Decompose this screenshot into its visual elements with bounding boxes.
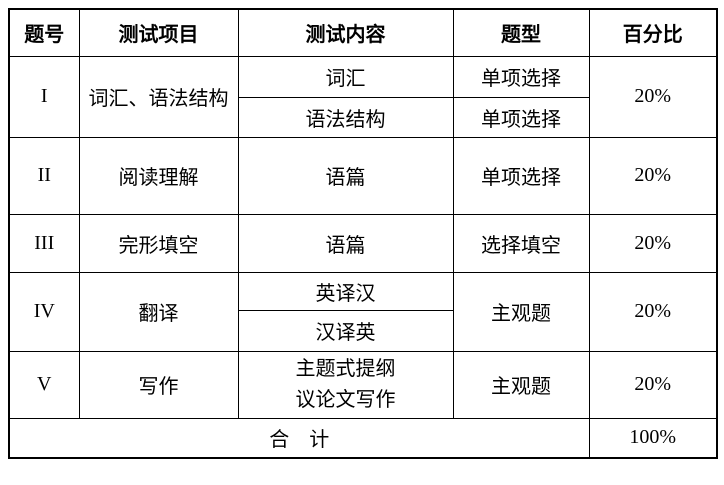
table-row-2: II 阅读理解 语篇 单项选择 20% [8, 136, 718, 215]
cell-total-label: 合 计 [8, 417, 590, 459]
col-header-test-item: 测试项目 [78, 8, 239, 57]
cell-item-I: 词汇、语法结构 [78, 55, 239, 138]
cell-type-IV: 主观题 [452, 271, 590, 352]
cell-content-IV-1: 英译汉 [237, 271, 454, 311]
col-header-test-content: 测试内容 [237, 8, 454, 57]
cell-percent-IV: 20% [588, 271, 718, 352]
cell-content-V: 主题式提纲 议论文写作 [237, 350, 454, 419]
document-page: 题号 测试项目 测试内容 题型 百分比 I 词汇、语法结构 词汇 单项选择 20… [0, 8, 724, 485]
cell-percent-III: 20% [588, 213, 718, 273]
cell-type-I-1: 单项选择 [452, 55, 590, 98]
col-header-question-no: 题号 [8, 8, 80, 57]
cell-percent-I: 20% [588, 55, 718, 138]
cell-content-I-1: 词汇 [237, 55, 454, 98]
cell-content-IV-2: 汉译英 [237, 309, 454, 352]
cell-item-V: 写作 [78, 350, 239, 419]
cell-percent-V: 20% [588, 350, 718, 419]
cell-type-I-2: 单项选择 [452, 96, 590, 138]
col-header-question-type: 题型 [452, 8, 590, 57]
content-line-1: 主题式提纲 [295, 357, 396, 380]
table-row-3: III 完形填空 语篇 选择填空 20% [8, 213, 718, 273]
cell-item-III: 完形填空 [78, 213, 239, 273]
table-footer-row: 合 计 100% [8, 417, 718, 459]
cell-type-V: 主观题 [452, 350, 590, 419]
table-row-5: V 写作 主题式提纲 议论文写作 主观题 20% [8, 350, 718, 419]
table-row-4a: IV 翻译 英译汉 主观题 20% [8, 271, 718, 352]
cell-no-II: II [8, 136, 80, 215]
cell-percent-II: 20% [588, 136, 718, 215]
table-row-1b: 语法结构 单项选择 [9, 96, 717, 138]
cell-content-III: 语篇 [237, 213, 454, 273]
cell-no-III: III [8, 213, 80, 273]
cell-item-IV: 翻译 [78, 271, 239, 352]
cell-no-V: V [8, 350, 80, 419]
cell-total-percent: 100% [588, 417, 718, 459]
content-line-2: 议论文写作 [295, 388, 396, 411]
cell-type-III: 选择填空 [452, 213, 590, 273]
exam-structure-table: 题号 测试项目 测试内容 题型 百分比 I 词汇、语法结构 词汇 单项选择 20… [8, 8, 718, 459]
cell-type-II: 单项选择 [452, 136, 590, 215]
cell-content-I-2: 语法结构 [237, 96, 454, 138]
cell-no-IV: IV [8, 271, 80, 352]
cell-item-II: 阅读理解 [78, 136, 239, 215]
table-row-1a: I 词汇、语法结构 词汇 单项选择 20% [8, 55, 718, 138]
table-header-row: 题号 测试项目 测试内容 题型 百分比 [8, 8, 718, 57]
cell-no-I: I [8, 55, 80, 138]
cell-content-II: 语篇 [237, 136, 454, 215]
col-header-percentage: 百分比 [588, 8, 718, 57]
